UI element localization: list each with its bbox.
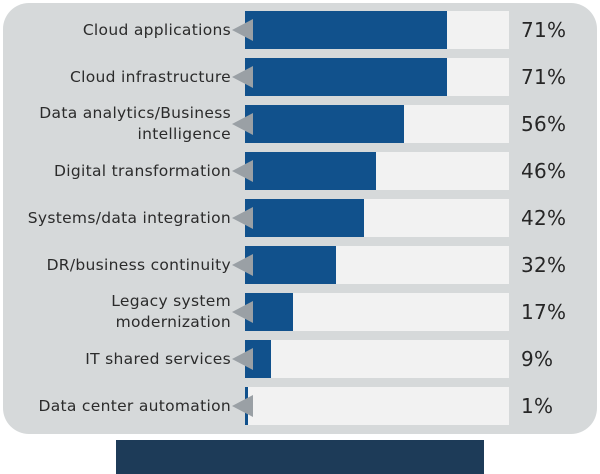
bar-fill <box>245 58 447 96</box>
bar-track <box>232 246 509 284</box>
bar-fill <box>245 293 294 331</box>
category-label: DR/business continuity <box>46 255 231 274</box>
bar-pointer-icon <box>232 113 253 135</box>
footer-bar <box>116 440 484 474</box>
value-label: 32% <box>521 253 567 277</box>
category-label: Cloud infrastructure <box>70 67 231 86</box>
category-label: Digital transformation <box>54 161 231 180</box>
bar-track <box>232 293 509 331</box>
bar-row: Systems/data integration 42% <box>3 199 597 237</box>
value-label: 42% <box>521 206 567 230</box>
bar-fill <box>245 152 376 190</box>
bar-row: Data analytics/Business intelligence 56% <box>3 104 597 143</box>
bar-pointer-icon <box>232 348 253 370</box>
value-label: 1% <box>521 394 554 418</box>
bar-fill <box>245 199 365 237</box>
bar-row: Cloud applications 71% <box>3 11 597 49</box>
category-label: IT shared services <box>85 349 231 368</box>
bar-track <box>232 340 509 378</box>
bar-track <box>232 58 509 96</box>
category-label: Cloud applications <box>82 20 231 39</box>
bar-row: IT shared services 9% <box>3 340 597 378</box>
bar-pointer-icon <box>232 254 253 276</box>
value-label: 9% <box>521 347 554 371</box>
bar-row: DR/business continuity 32% <box>3 246 597 284</box>
bar-row: Legacy system modernization 17% <box>3 292 597 331</box>
bar-pointer-icon <box>232 301 253 323</box>
bar-track <box>232 105 509 143</box>
bar-fill <box>245 246 336 284</box>
chart-panel: Cloud applications 71% Cloud infrastruct… <box>3 3 597 434</box>
category-label: Data analytics/Business intelligence <box>39 104 231 143</box>
bar-fill <box>245 11 447 49</box>
bar-pointer-icon <box>232 160 253 182</box>
value-label: 71% <box>521 18 567 42</box>
bar-track <box>232 387 509 425</box>
bar-fill <box>245 105 405 143</box>
bar-track <box>232 199 509 237</box>
value-label: 56% <box>521 112 567 136</box>
value-label: 46% <box>521 159 567 183</box>
bar-row: Cloud infrastructure 71% <box>3 58 597 96</box>
bar-row: Data center automation 1% <box>3 387 597 425</box>
bar-pointer-icon <box>232 207 253 229</box>
value-label: 17% <box>521 300 567 324</box>
bar-pointer-icon <box>232 66 253 88</box>
bar-pointer-icon <box>232 19 253 41</box>
value-label: 71% <box>521 65 567 89</box>
bar-track <box>232 152 509 190</box>
bar-row: Digital transformation 46% <box>3 152 597 190</box>
category-label: Systems/data integration <box>27 208 231 227</box>
bar-track <box>232 11 509 49</box>
category-label: Data center automation <box>38 396 231 415</box>
bar-rows: Cloud applications 71% Cloud infrastruct… <box>3 11 597 425</box>
bar-pointer-icon <box>232 395 253 417</box>
category-label: Legacy system modernization <box>111 292 231 331</box>
